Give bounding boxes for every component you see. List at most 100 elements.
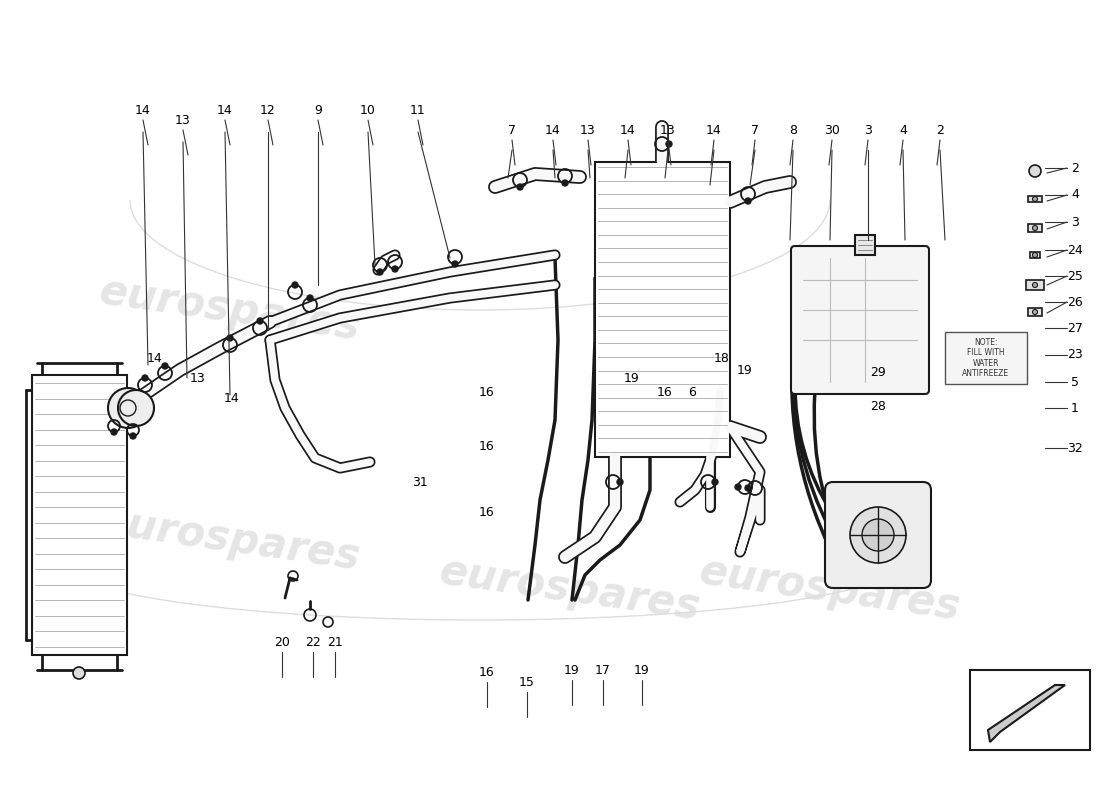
Text: 27: 27 bbox=[1067, 322, 1082, 334]
Text: 4: 4 bbox=[1071, 189, 1079, 202]
Circle shape bbox=[162, 363, 168, 369]
Circle shape bbox=[617, 479, 623, 485]
Text: 31: 31 bbox=[412, 475, 428, 489]
Text: 3: 3 bbox=[1071, 215, 1079, 229]
Bar bbox=[1028, 308, 1042, 316]
Circle shape bbox=[735, 484, 741, 490]
Circle shape bbox=[1033, 310, 1037, 314]
Text: 9: 9 bbox=[315, 103, 322, 117]
Circle shape bbox=[745, 485, 751, 491]
Circle shape bbox=[850, 507, 906, 563]
Text: 17: 17 bbox=[595, 663, 610, 677]
Text: 28: 28 bbox=[870, 401, 886, 414]
Circle shape bbox=[257, 318, 263, 324]
Text: eurospares: eurospares bbox=[437, 551, 703, 629]
Circle shape bbox=[73, 667, 85, 679]
Circle shape bbox=[1028, 165, 1041, 177]
Text: eurospares: eurospares bbox=[97, 501, 363, 579]
Text: 14: 14 bbox=[217, 103, 233, 117]
Text: 2: 2 bbox=[936, 123, 944, 137]
Circle shape bbox=[666, 141, 672, 147]
Text: 23: 23 bbox=[1067, 349, 1082, 362]
Text: 13: 13 bbox=[660, 123, 675, 137]
Text: eurospares: eurospares bbox=[696, 551, 964, 629]
Circle shape bbox=[862, 519, 894, 551]
Text: 18: 18 bbox=[714, 351, 730, 365]
Bar bbox=[1028, 224, 1042, 232]
FancyBboxPatch shape bbox=[791, 246, 930, 394]
Bar bbox=[1026, 280, 1044, 290]
Bar bbox=[855, 235, 875, 255]
Text: 30: 30 bbox=[824, 123, 840, 137]
Circle shape bbox=[1033, 253, 1037, 258]
Text: 14: 14 bbox=[135, 103, 151, 117]
Text: 19: 19 bbox=[564, 663, 580, 677]
Circle shape bbox=[307, 295, 314, 301]
Text: 29: 29 bbox=[870, 366, 886, 378]
Text: 22: 22 bbox=[305, 635, 321, 649]
Circle shape bbox=[130, 433, 136, 439]
Text: 24: 24 bbox=[1067, 243, 1082, 257]
Bar bbox=[1028, 196, 1042, 202]
Text: 14: 14 bbox=[147, 351, 163, 365]
Circle shape bbox=[1033, 197, 1037, 202]
Text: 15: 15 bbox=[519, 675, 535, 689]
Polygon shape bbox=[988, 685, 1065, 742]
Text: 6: 6 bbox=[689, 386, 696, 399]
Text: 19: 19 bbox=[634, 663, 650, 677]
Text: 16: 16 bbox=[480, 506, 495, 518]
Text: 16: 16 bbox=[480, 386, 495, 399]
Circle shape bbox=[292, 282, 298, 288]
Text: 14: 14 bbox=[620, 123, 636, 137]
Text: 25: 25 bbox=[1067, 270, 1082, 282]
Text: 2: 2 bbox=[1071, 162, 1079, 174]
Circle shape bbox=[392, 266, 398, 272]
Text: 12: 12 bbox=[260, 103, 276, 117]
Text: 1: 1 bbox=[1071, 402, 1079, 414]
Text: 14: 14 bbox=[224, 391, 240, 405]
Circle shape bbox=[517, 184, 522, 190]
Text: 13: 13 bbox=[190, 371, 206, 385]
Text: 16: 16 bbox=[657, 386, 673, 399]
Circle shape bbox=[108, 388, 148, 428]
Text: 19: 19 bbox=[624, 371, 640, 385]
Text: 5: 5 bbox=[1071, 375, 1079, 389]
Circle shape bbox=[562, 180, 568, 186]
Text: 16: 16 bbox=[480, 666, 495, 678]
Text: 4: 4 bbox=[899, 123, 906, 137]
Text: 16: 16 bbox=[480, 441, 495, 454]
Circle shape bbox=[1033, 226, 1037, 230]
FancyBboxPatch shape bbox=[825, 482, 931, 588]
Text: 32: 32 bbox=[1067, 442, 1082, 454]
Text: 10: 10 bbox=[360, 103, 376, 117]
Circle shape bbox=[227, 335, 233, 341]
Text: 20: 20 bbox=[274, 635, 290, 649]
Text: eurospares: eurospares bbox=[97, 271, 363, 349]
Text: 7: 7 bbox=[751, 123, 759, 137]
Circle shape bbox=[1033, 282, 1037, 287]
Circle shape bbox=[712, 479, 718, 485]
Circle shape bbox=[452, 261, 458, 267]
Text: 19: 19 bbox=[737, 363, 752, 377]
Circle shape bbox=[111, 429, 117, 435]
Text: 13: 13 bbox=[175, 114, 191, 126]
Text: 3: 3 bbox=[865, 123, 872, 137]
Bar bbox=[970, 670, 1090, 750]
Circle shape bbox=[745, 198, 751, 204]
Bar bbox=[945, 332, 1027, 384]
Text: 21: 21 bbox=[327, 635, 343, 649]
Text: 14: 14 bbox=[706, 123, 722, 137]
Text: 13: 13 bbox=[580, 123, 596, 137]
Circle shape bbox=[142, 375, 148, 381]
Text: 11: 11 bbox=[410, 103, 426, 117]
Circle shape bbox=[377, 269, 383, 275]
Text: 14: 14 bbox=[546, 123, 561, 137]
Text: NOTE:
FILL WITH
WATER
ANTIFREEZE: NOTE: FILL WITH WATER ANTIFREEZE bbox=[962, 338, 1010, 378]
Text: 26: 26 bbox=[1067, 295, 1082, 309]
Text: 8: 8 bbox=[789, 123, 797, 137]
Circle shape bbox=[118, 390, 154, 426]
Bar bbox=[32, 375, 127, 655]
Bar bbox=[1030, 252, 1040, 258]
Bar bbox=[595, 162, 730, 457]
Text: 7: 7 bbox=[508, 123, 516, 137]
